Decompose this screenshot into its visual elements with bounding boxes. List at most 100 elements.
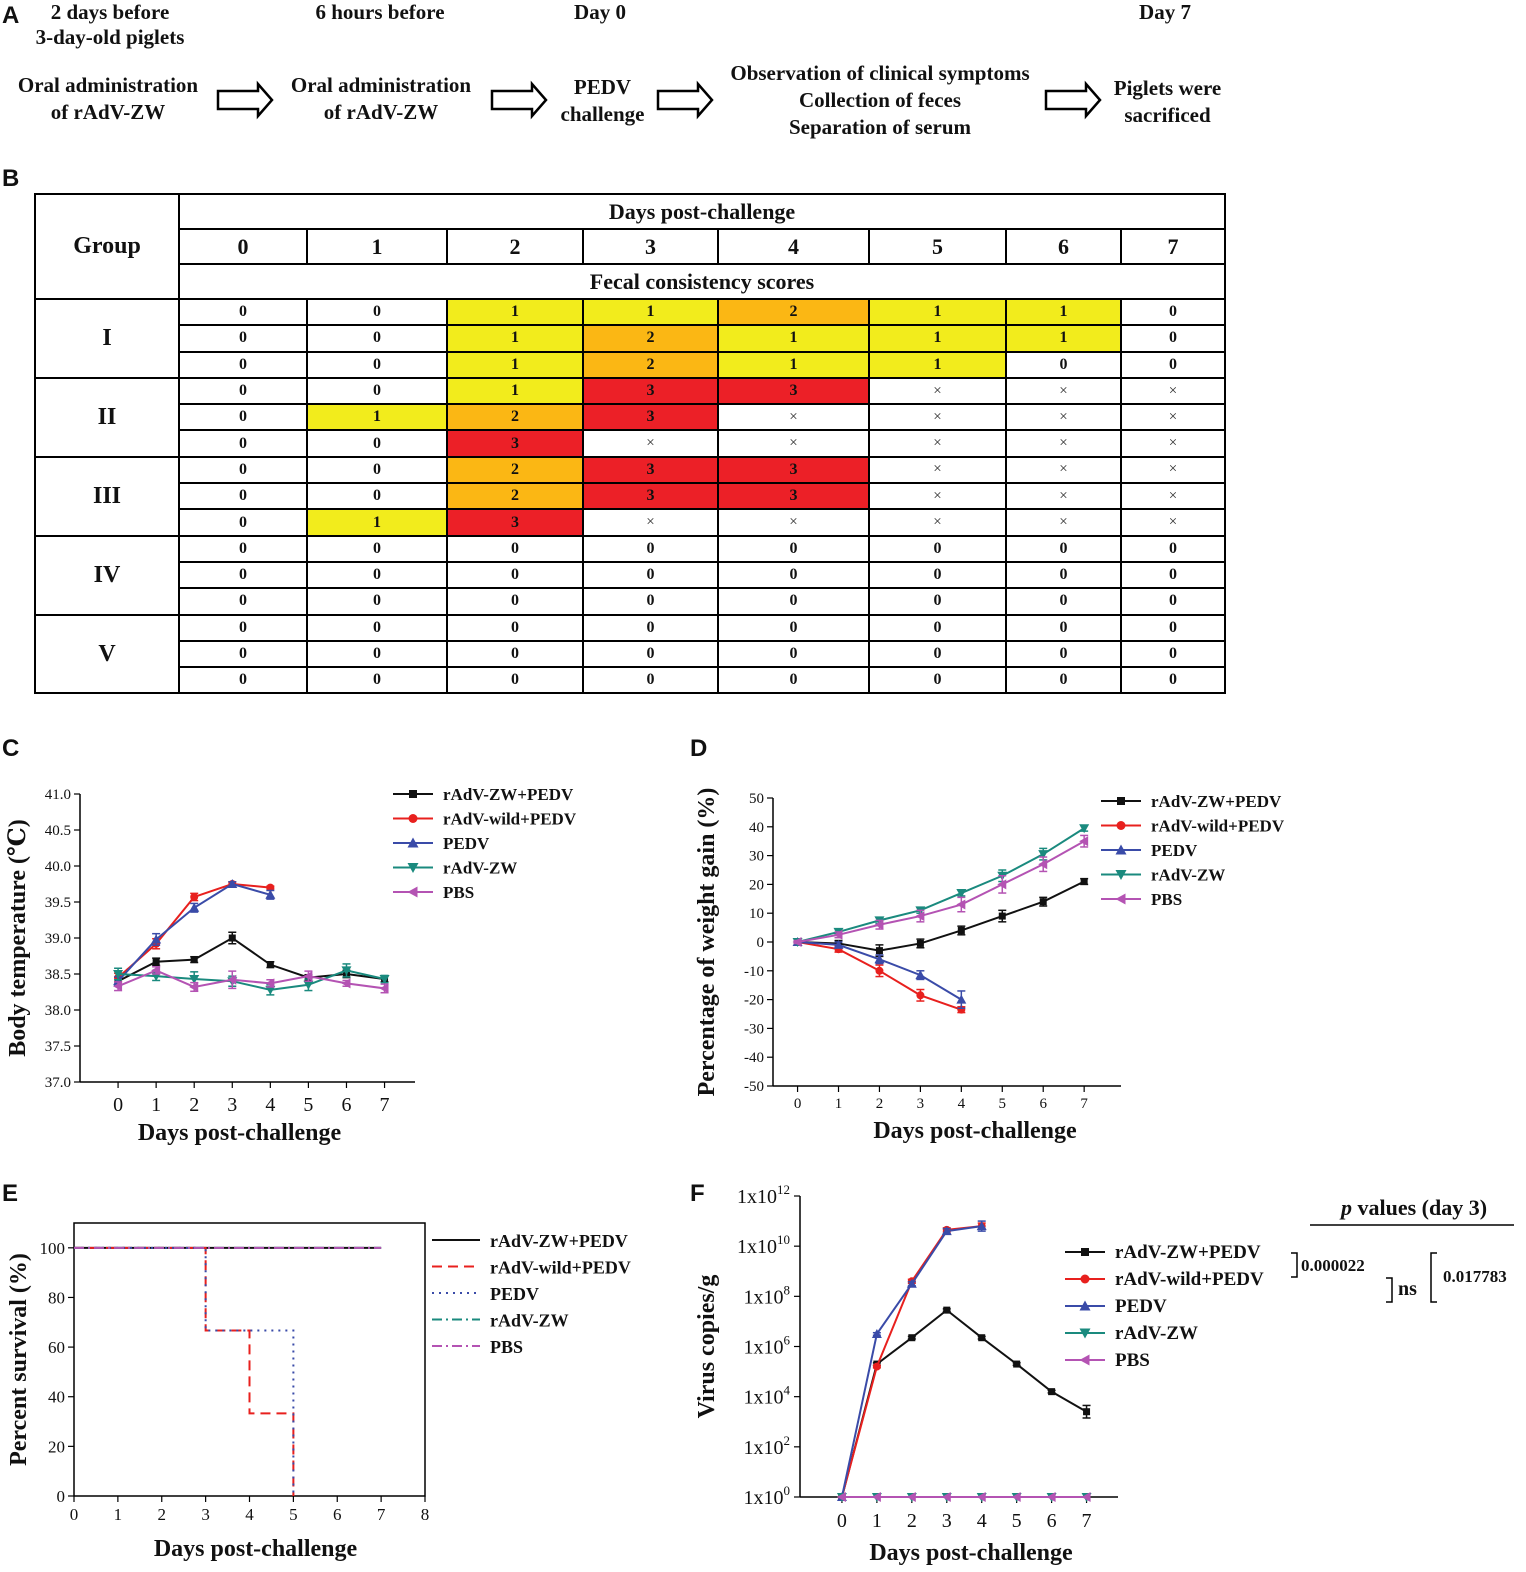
score-cell: 1 xyxy=(717,350,870,379)
score-cell: × xyxy=(1005,403,1122,432)
x-tick-label: 6 xyxy=(1039,1096,1047,1112)
circle-marker xyxy=(875,966,884,975)
survival-line xyxy=(74,1246,295,1496)
triangle-up-marker xyxy=(871,1328,882,1338)
timeline-arrow-icon xyxy=(490,80,548,120)
triangle-up-marker xyxy=(407,837,419,848)
score-cell: 1 xyxy=(446,297,584,327)
square-marker xyxy=(190,956,198,964)
series-line xyxy=(840,1225,982,1498)
score-cell: 0 xyxy=(1005,613,1122,642)
triangle-left-marker xyxy=(379,983,389,994)
square-marker xyxy=(957,926,965,934)
series-line xyxy=(117,936,385,983)
pvalue-bracket xyxy=(1291,1252,1298,1278)
timeline-step-1a: Oral administration xyxy=(17,73,199,97)
x-tick-label: 4 xyxy=(958,1096,966,1112)
x-tick-label: 0 xyxy=(837,1510,847,1532)
square-marker xyxy=(228,934,236,942)
legend-label: rAdV-wild+PEDV xyxy=(490,1258,631,1278)
score-cell: 0 xyxy=(178,534,308,563)
circle-marker xyxy=(1116,821,1126,830)
score-cell: 0 xyxy=(1119,587,1227,616)
score-cell: 3 xyxy=(446,508,584,537)
pvalue-1: 0.000022 xyxy=(1301,1256,1365,1275)
score-cell: 2 xyxy=(717,297,870,327)
score-cell: 0 xyxy=(446,639,584,669)
legend-label: PEDV xyxy=(443,834,490,853)
group-label: V xyxy=(34,613,180,695)
square-marker xyxy=(916,939,924,947)
y-tick-label: 1x106 xyxy=(744,1333,791,1359)
pvalue-2: ns xyxy=(1398,1278,1417,1300)
timeline-step-1: Oral administration of rAdV-ZW xyxy=(2,72,214,126)
fecal-score-table: Group Days post-challenge 0 1 2 3 4 5 6 7 Fecal co… xyxy=(34,193,1227,695)
y-axis-label: Percent survival (%) xyxy=(6,1253,32,1466)
triangle-left-marker xyxy=(833,929,843,940)
timeline-step-3a: PEDV xyxy=(573,75,632,99)
x-tick-label: 7 xyxy=(377,1505,386,1524)
square-marker xyxy=(1117,797,1125,805)
y-tick-label: 37.5 xyxy=(45,1039,71,1055)
legend-label: rAdV-wild+PEDV xyxy=(1151,817,1285,836)
triangle-down-marker xyxy=(1038,850,1049,860)
triangle-up-marker xyxy=(1115,844,1127,855)
timeline-step-4b: Collection of feces xyxy=(798,88,962,112)
score-cell: 0 xyxy=(1119,324,1227,353)
circle-marker xyxy=(266,883,275,892)
score-cell: 2 xyxy=(446,482,584,511)
x-tick-label: 0 xyxy=(794,1096,802,1112)
score-cell: 0 xyxy=(1119,560,1227,590)
score-cell: 0 xyxy=(868,613,1007,642)
series-line xyxy=(117,969,385,990)
score-cell: × xyxy=(1119,455,1227,485)
score-cell: 0 xyxy=(446,666,584,695)
score-cell: 0 xyxy=(306,587,448,616)
triangle-left-marker xyxy=(1115,893,1126,905)
y-tick-label: 39.5 xyxy=(45,895,71,911)
x-tick-label: 5 xyxy=(289,1505,298,1524)
panel-letter-d: D xyxy=(690,735,708,762)
experiment-timeline: 2 days before 3-day-old piglets 6 hours … xyxy=(0,0,1526,175)
score-cell: 2 xyxy=(582,350,719,379)
x-axis-label: Days post-challenge xyxy=(869,1540,1073,1566)
y-tick-label: 38.0 xyxy=(45,1003,71,1019)
score-cell: 0 xyxy=(1005,639,1122,669)
timeline-arrow-icon xyxy=(216,80,274,120)
timeline-step-5: Piglets were sacrificed xyxy=(1100,75,1235,129)
square-marker xyxy=(1039,898,1047,906)
legend-label: PBS xyxy=(443,883,474,902)
triangle-up-marker xyxy=(915,970,926,980)
score-cell: 0 xyxy=(446,613,584,642)
score-cell: 1 xyxy=(446,324,584,353)
score-cell: × xyxy=(868,429,1007,458)
score-cell: × xyxy=(1005,508,1122,537)
day-header: 2 xyxy=(446,228,584,265)
score-cell: × xyxy=(582,508,719,537)
triangle-left-marker xyxy=(871,1492,881,1502)
timeline-arrow-icon xyxy=(1044,80,1102,120)
score-cell: 0 xyxy=(178,587,308,616)
series-line xyxy=(797,880,1085,952)
score-cell: × xyxy=(868,455,1007,485)
y-tick-label: 60 xyxy=(48,1338,65,1357)
score-cell: 1 xyxy=(1005,297,1122,327)
score-cell: 0 xyxy=(178,560,308,590)
score-cell: 0 xyxy=(717,666,870,695)
score-cell: 1 xyxy=(1005,324,1122,353)
chart-virus-copies: 1x100 1x102 1x104 1x106 1x108 1x1010 1x1012 0 1 2… xyxy=(694,1182,1514,1566)
chart-body-temperature: 37.0 37.5 38.0 38.5 39.0 39.5 40.0 40.5 41.0 0 1 2 3… xyxy=(5,785,577,1146)
square-marker xyxy=(978,1334,986,1342)
score-cell: 0 xyxy=(178,403,308,432)
triangle-left-marker xyxy=(151,965,161,976)
score-cell: 0 xyxy=(178,455,308,485)
pvalue-title: p values (day 3) xyxy=(1339,1195,1487,1220)
y-tick-label: -10 xyxy=(744,964,764,980)
triangle-up-marker xyxy=(151,934,162,944)
score-cell: × xyxy=(868,403,1007,432)
